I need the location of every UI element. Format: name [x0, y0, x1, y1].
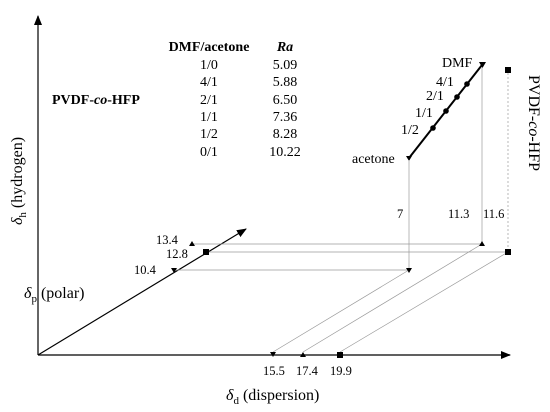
- polar-marker-dmf: [189, 241, 195, 246]
- dmf-plane-marker: [479, 241, 485, 246]
- dispersion-marker-acetone: [270, 352, 276, 357]
- polymer-vertical-label: PVDF-co-HFP: [525, 75, 542, 171]
- blend-label-4-1: 4/1: [436, 75, 454, 90]
- ratio-table: 1/0 5.09 4/1 5.88 2/1 6.50 1/1 7.36 1/2 …: [200, 58, 301, 160]
- polar-marker-acetone: [171, 268, 177, 273]
- table-ra-0: 5.09: [273, 58, 298, 73]
- table-ra-4: 8.28: [273, 127, 298, 142]
- dmf-marker: [479, 62, 486, 68]
- blend-label-2-1: 2/1: [426, 89, 444, 104]
- blend-point-2-1: [454, 94, 460, 100]
- table-ratio-5: 0/1: [200, 145, 218, 160]
- table-ra-2: 6.50: [273, 93, 298, 108]
- acetone-plane-marker: [406, 268, 412, 273]
- dispersion-value-dmf: 17.4: [296, 364, 319, 378]
- dispersion-marker-dmf: [300, 352, 306, 357]
- polymer-plane-marker: [505, 249, 511, 255]
- table-header-ratio: DMF/acetone: [169, 40, 250, 55]
- hydrogen-value-polymer: 11.6: [483, 207, 504, 221]
- table-ratio-1: 4/1: [200, 75, 218, 90]
- dispersion-axis-label: δd (dispersion): [226, 387, 319, 407]
- polar-axis-label: δp (polar): [24, 285, 84, 305]
- table-ra-3: 7.36: [273, 110, 298, 125]
- blend-point-4-1: [464, 81, 470, 87]
- blend-label-1-2: 1/2: [401, 123, 419, 138]
- polar-value-dmf: 13.4: [156, 233, 179, 247]
- table-ratio-3: 1/1: [200, 110, 218, 125]
- table-ra-5: 10.22: [269, 145, 301, 160]
- table-ratio-0: 1/0: [200, 58, 218, 73]
- acetone-label: acetone: [352, 152, 395, 167]
- table-ra-1: 5.88: [273, 75, 298, 90]
- polymer-marker-top: [505, 67, 511, 73]
- table-ratio-4: 1/2: [200, 127, 218, 142]
- polar-value-polymer: 12.8: [166, 247, 188, 261]
- blend-point-1-2: [430, 125, 436, 131]
- polymer-label: PVDF-co-HFP: [52, 93, 140, 108]
- polar-value-acetone: 10.4: [134, 263, 157, 277]
- polymer-dispersion-line: [339, 251, 509, 353]
- table-ratio-2: 2/1: [200, 93, 218, 108]
- blend-label-1-1: 1/1: [415, 106, 433, 121]
- dispersion-value-polymer: 19.9: [330, 364, 352, 378]
- acetone-dispersion-line: [272, 269, 410, 353]
- acetone-marker: [406, 156, 412, 161]
- dispersion-marker-polymer: [337, 352, 343, 358]
- hydrogen-value-acetone: 7: [397, 207, 403, 221]
- polar-marker-polymer: [203, 249, 209, 255]
- dmf-label: DMF: [442, 56, 473, 71]
- hydrogen-value-dmf: 11.3: [448, 207, 469, 221]
- polar-axis: [37, 228, 247, 356]
- hydrogen-axis-label: δh (hydrogen): [9, 137, 29, 225]
- blend-point-1-1: [443, 108, 449, 114]
- dmf-dispersion-line: [302, 243, 483, 353]
- table-header-ra: Ra: [276, 40, 293, 55]
- dispersion-value-acetone: 15.5: [263, 364, 285, 378]
